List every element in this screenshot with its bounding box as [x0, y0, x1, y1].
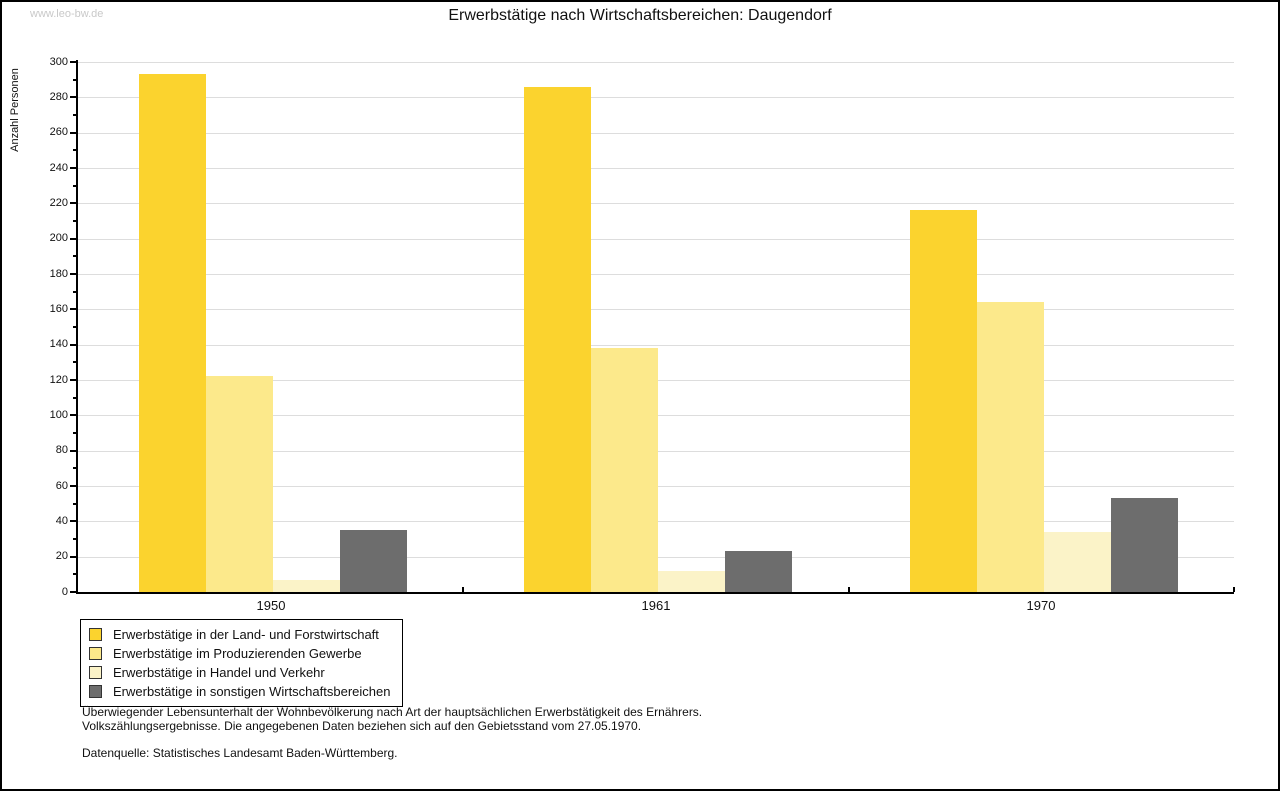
- y-tick-label-0: 0: [61, 585, 68, 598]
- legend-swatch-2: [89, 647, 102, 660]
- watermark: www.leo-bw.de: [30, 8, 104, 20]
- x-tick-label-1970: 1970: [1026, 598, 1056, 613]
- y-tick-label-140: 140: [49, 338, 68, 351]
- y-axis-label: Anzahl Personen: [9, 68, 21, 152]
- y-tick-label-160: 160: [49, 302, 68, 315]
- y-tick-label-180: 180: [49, 267, 68, 280]
- legend-swatch-3: [89, 666, 102, 679]
- legend-swatch-1: [89, 628, 102, 641]
- gridline-300: [78, 62, 1234, 63]
- footnotes: Überwiegender Lebensunterhalt der Wohnbe…: [82, 705, 703, 761]
- x-tick-label-1950: 1950: [256, 598, 286, 613]
- y-tick-120: [70, 379, 77, 381]
- gridline-280: [78, 97, 1234, 99]
- y-tick-260: [70, 131, 77, 134]
- y-tick-130: [73, 361, 77, 364]
- y-tick-70: [73, 467, 77, 470]
- y-tick-10: [73, 573, 77, 576]
- y-tick-280: [70, 96, 77, 99]
- y-tick-label-120: 120: [49, 373, 68, 386]
- y-tick-label-80: 80: [55, 444, 68, 457]
- y-tick-190: [73, 255, 77, 258]
- gridline-260: [78, 132, 1234, 134]
- y-tick-label-240: 240: [49, 161, 68, 174]
- x-tick-2: [848, 587, 850, 592]
- y-tick-180: [70, 273, 77, 275]
- bar-1970-s1: [910, 210, 977, 592]
- y-tick-label-260: 260: [49, 126, 68, 139]
- y-tick-230: [73, 184, 77, 187]
- footnote-line-2: Volkszählungsergebnisse. Die angegebenen…: [82, 718, 642, 733]
- bar-1950-s1: [139, 74, 206, 592]
- y-tick-30: [73, 538, 77, 540]
- y-tick-240: [70, 167, 77, 169]
- legend-row-4: Erwerbstätige in sonstigen Wirtschaftsbe…: [89, 682, 390, 701]
- bar-1961-s2: [591, 348, 658, 592]
- legend-label-3: Erwerbstätige in Handel und Verkehr: [113, 665, 325, 680]
- legend-row-3: Erwerbstätige in Handel und Verkehr: [89, 663, 390, 682]
- y-tick-label-20: 20: [55, 550, 68, 563]
- legend-label-1: Erwerbstätige in der Land- und Forstwirt…: [113, 627, 379, 642]
- y-tick-80: [70, 449, 77, 452]
- y-tick-150: [73, 326, 77, 328]
- bar-1950-s2: [206, 376, 273, 592]
- bar-1961-s4: [725, 551, 792, 592]
- y-tick-270: [73, 114, 77, 116]
- bar-1961-s3: [658, 571, 725, 592]
- x-tick-1: [462, 587, 464, 592]
- y-tick-110: [73, 396, 77, 399]
- bar-1970-s2: [977, 302, 1044, 592]
- y-tick-200: [70, 237, 77, 240]
- y-tick-100: [70, 414, 77, 417]
- footnote-line-1: Überwiegender Lebensunterhalt der Wohnbe…: [82, 705, 703, 719]
- y-tick-60: [70, 485, 77, 487]
- y-tick-140: [70, 343, 77, 346]
- bar-1950-s3: [273, 580, 340, 592]
- y-tick-250: [73, 149, 77, 152]
- bar-1970-s3: [1044, 532, 1111, 592]
- legend-row-2: Erwerbstätige im Produzierenden Gewerbe: [89, 644, 390, 663]
- gridline-240: [78, 168, 1234, 169]
- bar-1970-s4: [1111, 498, 1178, 592]
- gridline-160: [78, 309, 1234, 311]
- y-tick-160: [70, 308, 77, 311]
- y-tick-label-100: 100: [49, 408, 68, 421]
- x-tick-3: [1233, 587, 1235, 592]
- y-tick-50: [73, 502, 77, 505]
- y-tick-0: [70, 591, 77, 593]
- y-tick-210: [73, 220, 77, 222]
- chart-title: Erwerbstätige nach Wirtschaftsbereichen:…: [448, 7, 832, 24]
- y-tick-label-280: 280: [49, 90, 68, 103]
- bar-1950-s4: [340, 530, 407, 592]
- y-tick-300: [70, 61, 77, 63]
- y-tick-label-300: 300: [49, 55, 68, 68]
- gridline-180: [78, 274, 1234, 275]
- legend-row-1: Erwerbstätige in der Land- und Forstwirt…: [89, 625, 390, 644]
- gridline-220: [78, 203, 1234, 205]
- bar-1961-s1: [524, 87, 591, 592]
- y-tick-20: [70, 555, 77, 558]
- y-tick-label-200: 200: [49, 232, 68, 245]
- gridline-200: [78, 238, 1234, 240]
- y-axis-line: [76, 60, 78, 594]
- legend-swatch-4: [89, 685, 102, 698]
- y-tick-90: [73, 432, 77, 434]
- x-axis-line: [76, 592, 1234, 594]
- legend-label-2: Erwerbstätige im Produzierenden Gewerbe: [113, 646, 362, 661]
- legend: Erwerbstätige in der Land- und Forstwirt…: [80, 619, 404, 707]
- y-tick-label-40: 40: [55, 514, 68, 527]
- gridline-140: [78, 344, 1234, 346]
- legend-label-4: Erwerbstätige in sonstigen Wirtschaftsbe…: [113, 684, 391, 699]
- y-tick-40: [70, 520, 77, 523]
- y-tick-label-220: 220: [49, 196, 68, 209]
- y-tick-290: [73, 78, 77, 81]
- y-tick-170: [73, 290, 77, 293]
- y-tick-220: [70, 202, 77, 205]
- y-tick-label-60: 60: [55, 479, 68, 492]
- x-tick-label-1961: 1961: [641, 598, 671, 613]
- footnote-source: Datenquelle: Statistisches Landesamt Bad…: [82, 746, 398, 760]
